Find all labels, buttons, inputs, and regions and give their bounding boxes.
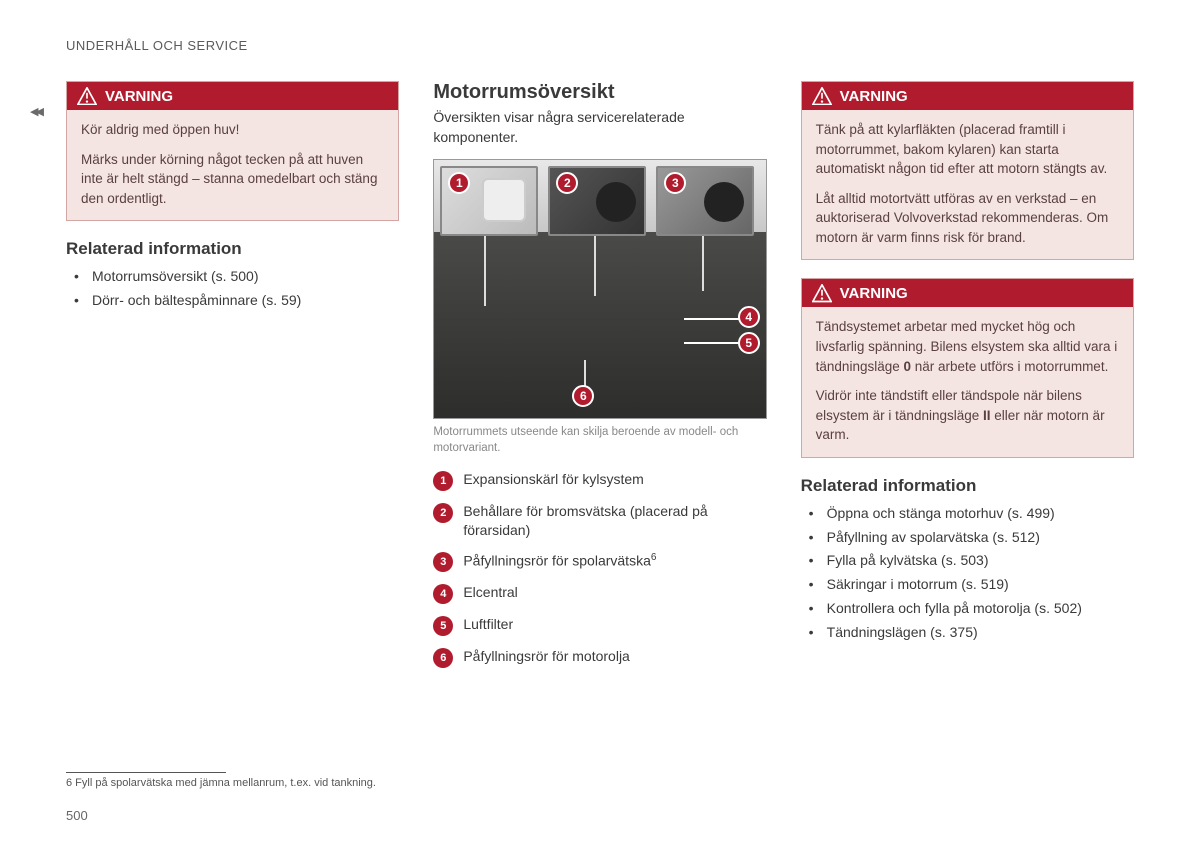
item-number-icon: 6 — [433, 648, 453, 668]
warning-title: VARNING — [105, 88, 173, 105]
warning-triangle-icon — [812, 284, 832, 302]
warning-header: VARNING — [67, 82, 398, 110]
list-item: Kontrollera och fylla på motorolja (s. 5… — [805, 597, 1134, 621]
page-number: 500 — [66, 808, 88, 823]
related-info-heading: Relaterad information — [801, 476, 1134, 496]
item-text: Påfyllningsrör för motorolja — [463, 647, 630, 666]
continuation-arrows-icon: ◀◀ — [30, 105, 41, 118]
item-text: Påfyllningsrör för spolarvätska6 — [463, 551, 656, 571]
warning-text: Tänk på att kylarfläkten (placerad framt… — [816, 120, 1119, 179]
footnote-rule — [66, 772, 226, 773]
warning-body: Kör aldrig med öppen huv! Märks under kö… — [67, 110, 398, 220]
list-item: 6 Påfyllningsrör för motorolja — [433, 647, 766, 668]
warning-text: Tändsystemet arbetar med mycket hög och … — [816, 317, 1119, 376]
item-number-icon: 2 — [433, 503, 453, 523]
figure-badge: 4 — [738, 306, 760, 328]
item-number-icon: 4 — [433, 584, 453, 604]
warning-box: VARNING Tändsystemet arbetar med mycket … — [801, 278, 1134, 457]
list-item: Påfyllning av spolarvätska (s. 512) — [805, 526, 1134, 550]
related-info-list: Öppna och stänga motorhuv (s. 499) Påfyl… — [801, 502, 1134, 645]
footnote-text: 6 Fyll på spolarvätska med jämna mellanr… — [66, 777, 376, 789]
section-title: Motorrumsöversikt — [433, 81, 766, 104]
section-intro: Översikten visar några servicerelaterade… — [433, 108, 766, 147]
list-item: Dörr- och bältespåminnare (s. 59) — [70, 289, 399, 313]
related-info-heading: Relaterad information — [66, 239, 399, 259]
figure-badge: 6 — [572, 385, 594, 407]
warning-text: Låt alltid motortvätt utföras av en verk… — [816, 189, 1119, 248]
warning-header: VARNING — [802, 82, 1133, 110]
page-header: UNDERHÅLL OCH SERVICE — [66, 38, 1134, 53]
figure-badge: 5 — [738, 332, 760, 354]
warning-text: Vidrör inte tändstift eller tändspole nä… — [816, 386, 1119, 445]
warning-text: Märks under körning något tecken på att … — [81, 150, 384, 209]
footnote: 6 Fyll på spolarvätska med jämna mellanr… — [66, 772, 376, 789]
list-item: Öppna och stänga motorhuv (s. 499) — [805, 502, 1134, 526]
warning-box: VARNING Tänk på att kylarfläkten (placer… — [801, 81, 1134, 260]
warning-box: VARNING Kör aldrig med öppen huv! Märks … — [66, 81, 399, 221]
warning-body: Tändsystemet arbetar med mycket hög och … — [802, 307, 1133, 456]
item-text: Expansionskärl för kylsystem — [463, 470, 644, 489]
column-1: VARNING Kör aldrig med öppen huv! Märks … — [66, 81, 399, 679]
item-number-icon: 5 — [433, 616, 453, 636]
item-text: Behållare för bromsvätska (placerad på f… — [463, 502, 766, 540]
item-number-icon: 3 — [433, 552, 453, 572]
content-columns: VARNING Kör aldrig med öppen huv! Märks … — [66, 81, 1134, 679]
numbered-list: 1 Expansionskärl för kylsystem 2 Behållare… — [433, 470, 766, 668]
related-info-list: Motorrumsöversikt (s. 500) Dörr- och bäl… — [66, 265, 399, 313]
engine-bay-figure: 1 2 3 4 5 6 — [433, 159, 766, 419]
warning-text: Kör aldrig med öppen huv! — [81, 120, 384, 140]
list-item: 2 Behållare för bromsvätska (placerad på … — [433, 502, 766, 540]
warning-triangle-icon — [77, 87, 97, 105]
item-text: Luftfilter — [463, 615, 513, 634]
figure-caption: Motorrummets utseende kan skilja beroend… — [433, 425, 766, 456]
list-item: Tändningslägen (s. 375) — [805, 621, 1134, 645]
list-item: 4 Elcentral — [433, 583, 766, 604]
warning-title: VARNING — [840, 285, 908, 302]
warning-header: VARNING — [802, 279, 1133, 307]
list-item: 3 Påfyllningsrör för spolarvätska6 — [433, 551, 766, 572]
list-item: Fylla på kylvätska (s. 503) — [805, 549, 1134, 573]
column-2: Motorrumsöversikt Översikten visar några… — [433, 81, 766, 679]
footnote-ref: 6 — [651, 552, 657, 563]
warning-triangle-icon — [812, 87, 832, 105]
list-item: Motorrumsöversikt (s. 500) — [70, 265, 399, 289]
item-number-icon: 1 — [433, 471, 453, 491]
list-item: 1 Expansionskärl för kylsystem — [433, 470, 766, 491]
item-text: Elcentral — [463, 583, 517, 602]
warning-title: VARNING — [840, 88, 908, 105]
list-item: Säkringar i motorrum (s. 519) — [805, 573, 1134, 597]
warning-body: Tänk på att kylarfläkten (placerad framt… — [802, 110, 1133, 259]
list-item: 5 Luftfilter — [433, 615, 766, 636]
column-3: VARNING Tänk på att kylarfläkten (placer… — [801, 81, 1134, 679]
